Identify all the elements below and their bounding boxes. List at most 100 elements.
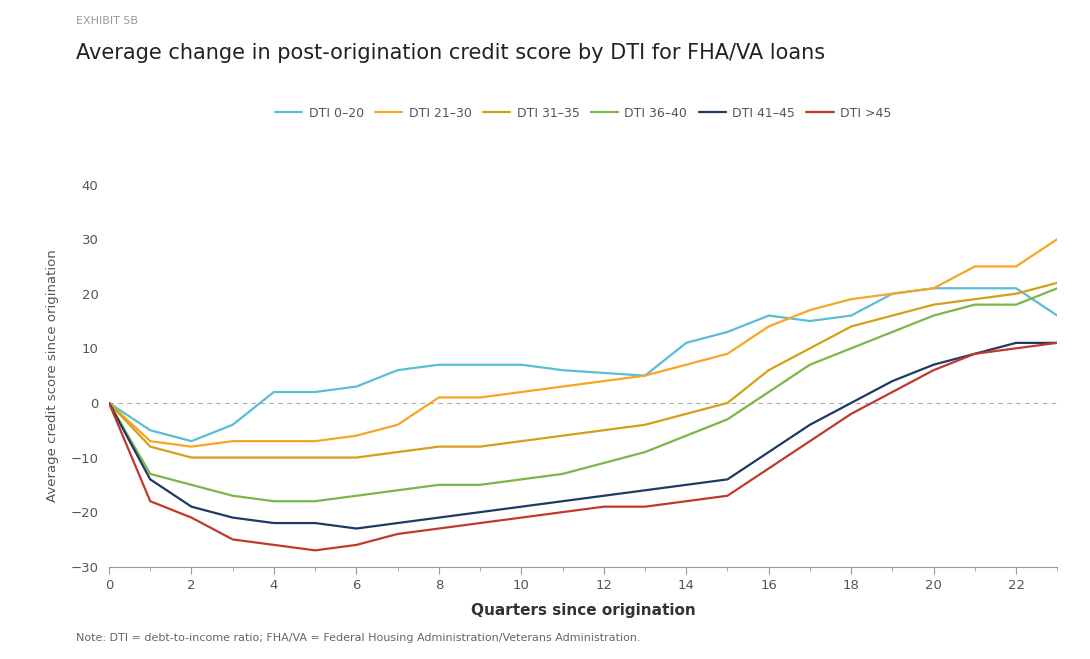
DTI 36–40 xyxy=(762,388,775,396)
DTI 36–40 xyxy=(308,498,322,505)
DTI 41–45 xyxy=(556,498,569,505)
DTI 0–20 xyxy=(639,372,652,380)
DTI 21–30 xyxy=(102,399,116,407)
Y-axis label: Average credit score since origination: Average credit score since origination xyxy=(47,249,60,502)
DTI 36–40 xyxy=(680,432,693,440)
DTI 0–20 xyxy=(556,366,569,374)
DTI 31–35 xyxy=(473,443,486,451)
DTI 36–40 xyxy=(968,301,981,308)
DTI 21–30 xyxy=(597,377,610,385)
DTI 36–40 xyxy=(1009,301,1022,308)
DTI >45 xyxy=(762,465,775,473)
DTI 21–30 xyxy=(308,437,322,445)
DTI 31–35 xyxy=(968,295,981,303)
DTI 31–35 xyxy=(102,399,116,407)
DTI >45 xyxy=(1051,339,1064,347)
DTI 36–40 xyxy=(433,481,446,489)
DTI 41–45 xyxy=(762,448,775,456)
DTI 21–30 xyxy=(1051,235,1064,243)
X-axis label: Quarters since origination: Quarters since origination xyxy=(471,604,695,618)
DTI 41–45 xyxy=(185,503,198,511)
DTI 0–20 xyxy=(680,339,693,347)
DTI 21–30 xyxy=(845,295,858,303)
DTI >45 xyxy=(350,541,363,549)
DTI 31–35 xyxy=(308,453,322,461)
DTI 31–35 xyxy=(886,312,899,320)
DTI 41–45 xyxy=(391,519,404,527)
DTI 36–40 xyxy=(144,470,157,478)
DTI >45 xyxy=(433,525,446,532)
DTI 36–40 xyxy=(803,360,816,368)
DTI 31–35 xyxy=(350,453,363,461)
DTI 31–35 xyxy=(226,453,239,461)
DTI >45 xyxy=(391,530,404,538)
DTI 0–20 xyxy=(350,383,363,391)
DTI 41–45 xyxy=(597,492,610,500)
DTI >45 xyxy=(514,513,528,521)
Line: DTI 21–30: DTI 21–30 xyxy=(109,239,1057,447)
DTI 36–40 xyxy=(845,345,858,353)
DTI 41–45 xyxy=(308,519,322,527)
DTI 21–30 xyxy=(720,350,734,358)
DTI 36–40 xyxy=(226,492,239,500)
DTI 0–20 xyxy=(1051,312,1064,320)
DTI >45 xyxy=(1009,345,1022,353)
DTI 36–40 xyxy=(350,492,363,500)
DTI 31–35 xyxy=(597,426,610,434)
DTI >45 xyxy=(473,519,486,527)
DTI 41–45 xyxy=(144,475,157,483)
DTI 0–20 xyxy=(226,421,239,429)
DTI 0–20 xyxy=(514,360,528,368)
DTI 0–20 xyxy=(762,312,775,320)
DTI 41–45 xyxy=(473,508,486,516)
DTI 0–20 xyxy=(1009,284,1022,292)
DTI 31–35 xyxy=(433,443,446,451)
DTI >45 xyxy=(556,508,569,516)
DTI >45 xyxy=(803,437,816,445)
DTI 36–40 xyxy=(886,328,899,336)
DTI 31–35 xyxy=(720,399,734,407)
DTI 31–35 xyxy=(639,421,652,429)
DTI 36–40 xyxy=(514,475,528,483)
Line: DTI 0–20: DTI 0–20 xyxy=(109,288,1057,441)
DTI >45 xyxy=(308,546,322,554)
DTI 36–40 xyxy=(639,448,652,456)
DTI 21–30 xyxy=(267,437,280,445)
DTI 21–30 xyxy=(639,372,652,380)
DTI 0–20 xyxy=(928,284,941,292)
DTI 21–30 xyxy=(680,360,693,368)
DTI 36–40 xyxy=(720,415,734,423)
DTI 21–30 xyxy=(886,290,899,298)
DTI 41–45 xyxy=(1051,339,1064,347)
DTI 21–30 xyxy=(473,393,486,401)
DTI 31–35 xyxy=(556,432,569,440)
DTI 0–20 xyxy=(144,426,157,434)
DTI 36–40 xyxy=(928,312,941,320)
DTI 21–30 xyxy=(803,306,816,314)
DTI 41–45 xyxy=(720,475,734,483)
DTI 41–45 xyxy=(968,350,981,358)
DTI >45 xyxy=(680,498,693,505)
DTI >45 xyxy=(144,498,157,505)
DTI 41–45 xyxy=(928,360,941,368)
DTI >45 xyxy=(845,410,858,418)
Line: DTI 41–45: DTI 41–45 xyxy=(109,343,1057,529)
DTI 41–45 xyxy=(886,377,899,385)
DTI >45 xyxy=(226,536,239,544)
DTI 36–40 xyxy=(556,470,569,478)
DTI 31–35 xyxy=(803,345,816,353)
DTI 41–45 xyxy=(102,399,116,407)
DTI 21–30 xyxy=(514,388,528,396)
DTI 21–30 xyxy=(556,383,569,391)
DTI 31–35 xyxy=(680,410,693,418)
DTI 31–35 xyxy=(1009,290,1022,298)
DTI 41–45 xyxy=(514,503,528,511)
DTI 36–40 xyxy=(1051,284,1064,292)
Line: DTI 31–35: DTI 31–35 xyxy=(109,283,1057,457)
DTI 21–30 xyxy=(1009,262,1022,270)
DTI 0–20 xyxy=(185,437,198,445)
DTI 31–35 xyxy=(845,322,858,330)
DTI >45 xyxy=(968,350,981,358)
DTI 21–30 xyxy=(762,322,775,330)
DTI 0–20 xyxy=(473,360,486,368)
